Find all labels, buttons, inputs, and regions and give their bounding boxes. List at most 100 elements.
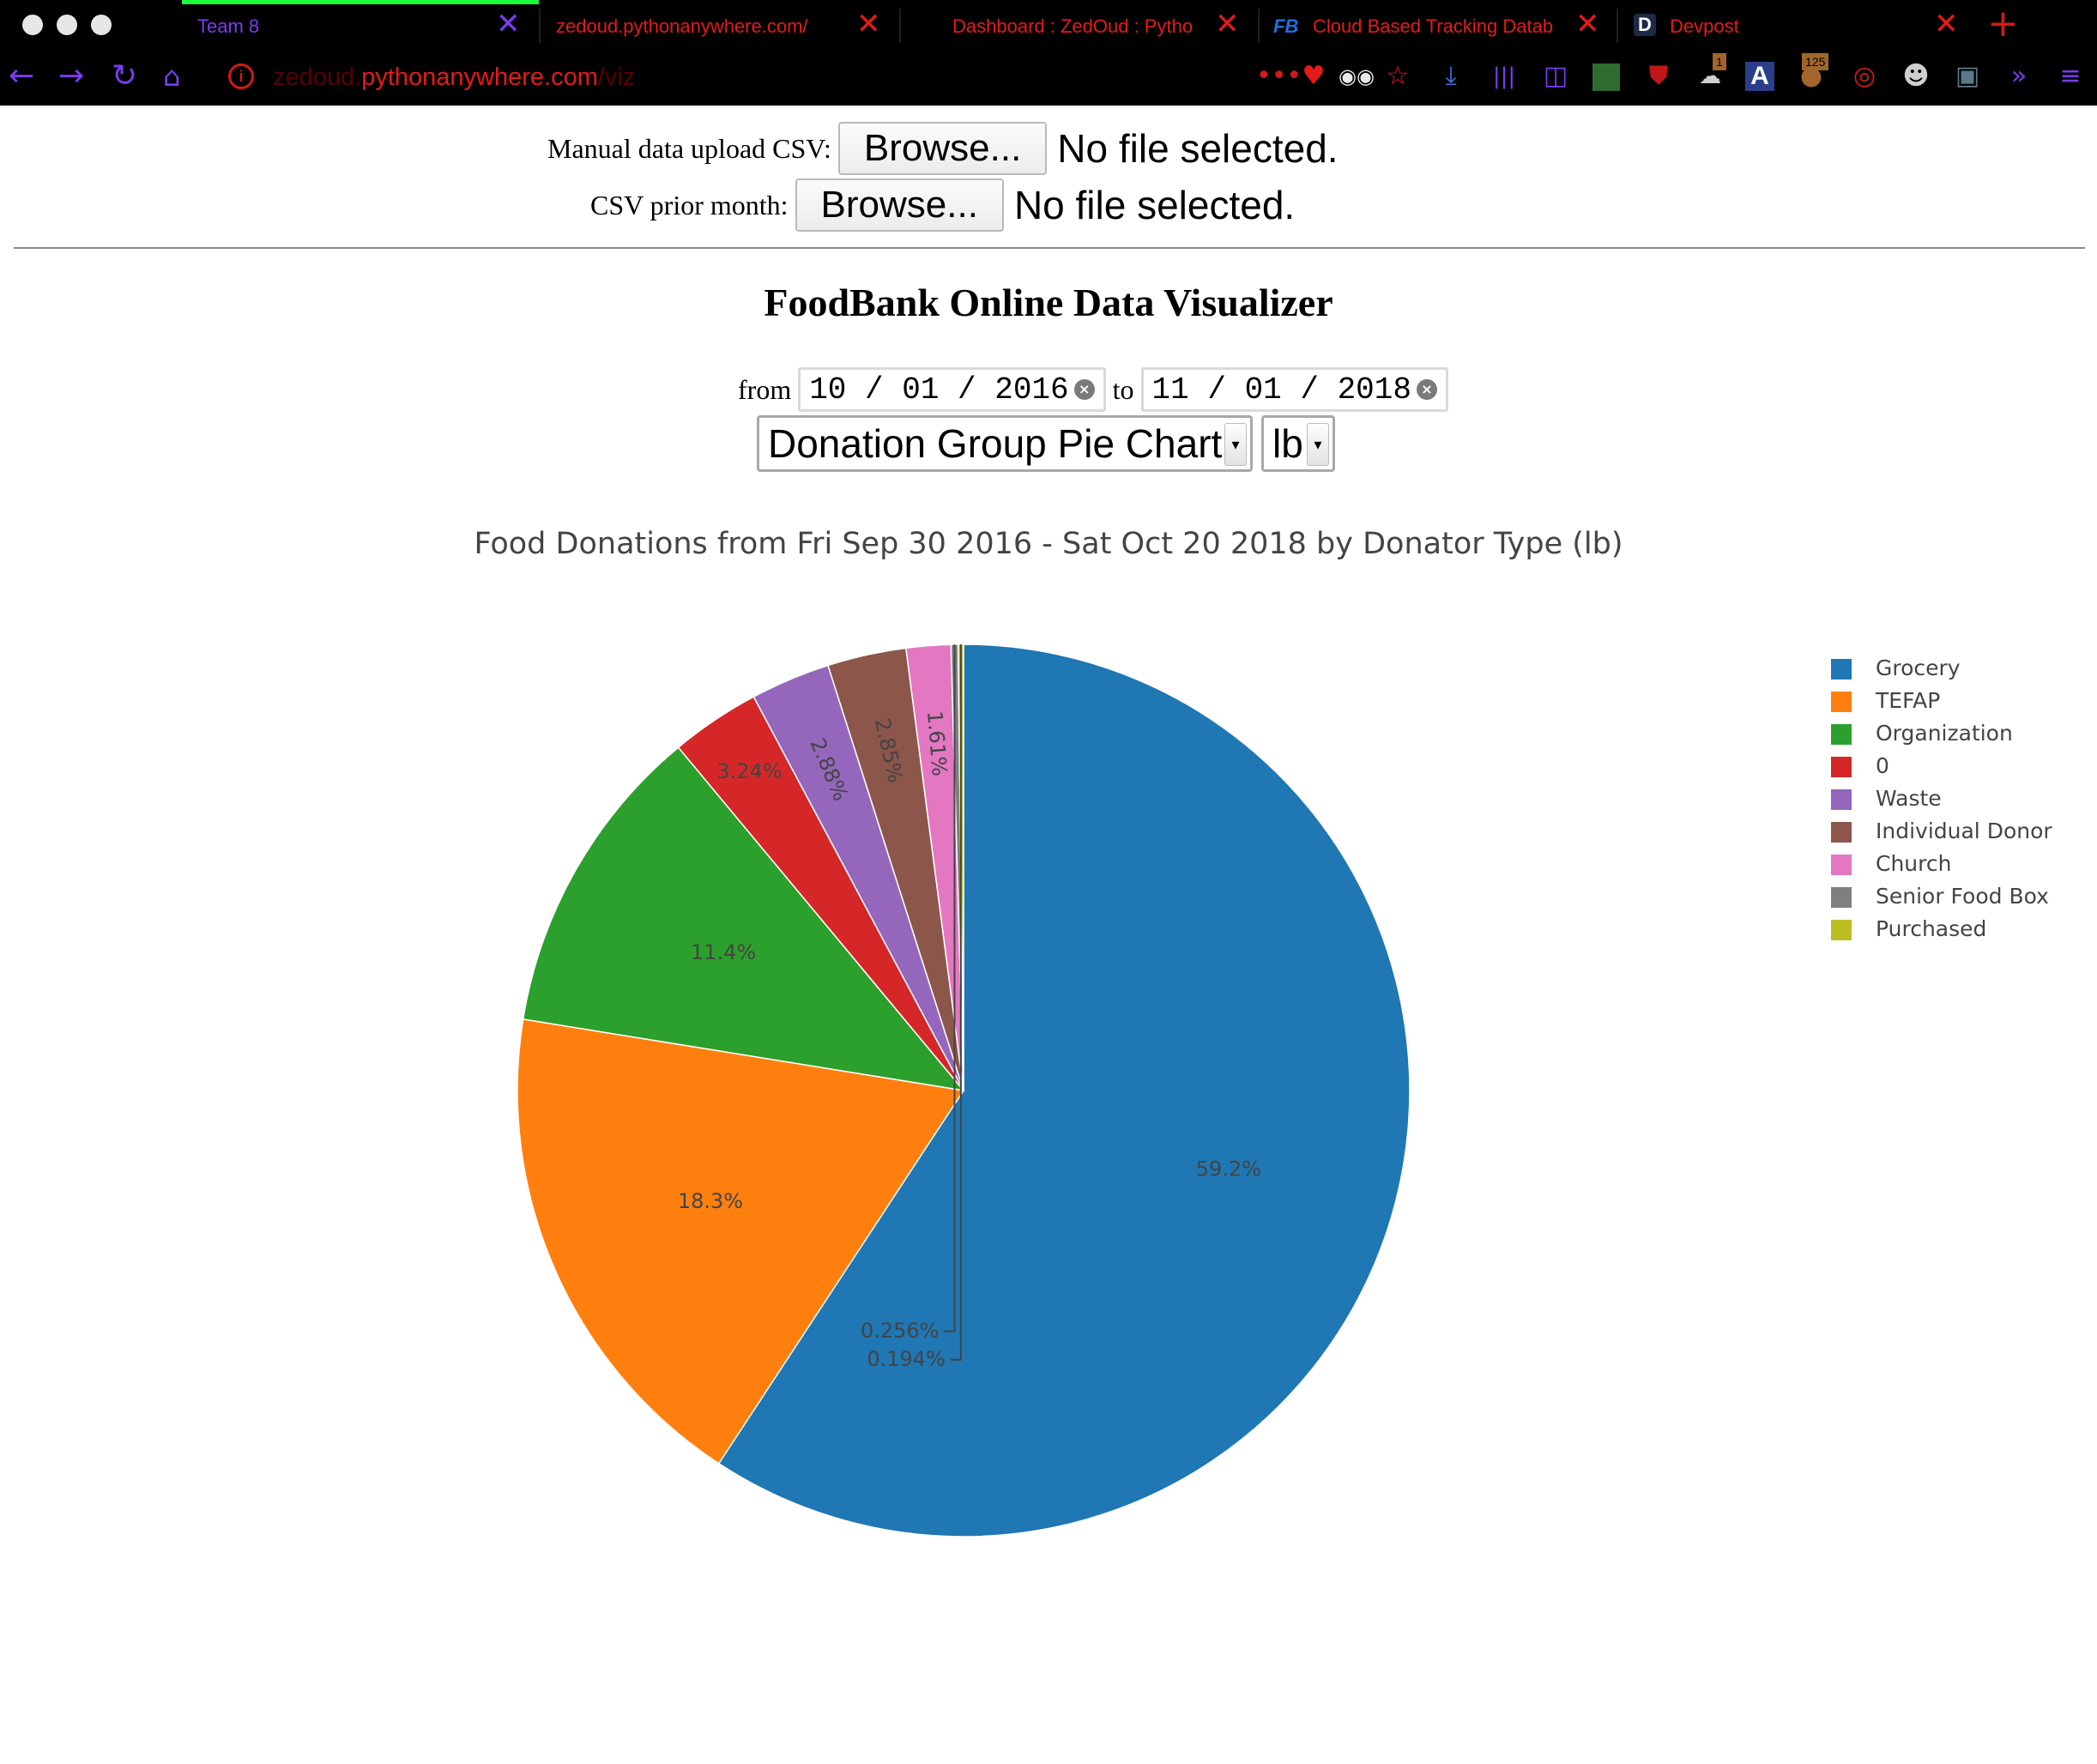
from-label: from bbox=[738, 373, 792, 405]
legend-item-tefap[interactable]: TEFAP bbox=[1875, 688, 1940, 713]
legend-swatch[interactable] bbox=[1831, 659, 1852, 680]
ublock-icon[interactable]: ⛊ bbox=[1648, 61, 1669, 91]
browser-chrome: Team 8 ✕ zedoud.pythonanywhere.com/ ✕ Da… bbox=[0, 0, 2097, 106]
manual-upload-row: Manual data upload CSV: Browse... No fil… bbox=[547, 122, 1339, 175]
tab-team-8[interactable]: Team 8 ✕ bbox=[182, 0, 539, 51]
from-date-input[interactable]: 10 / 01 / 2016 × bbox=[798, 367, 1106, 412]
prior-month-browse-button[interactable]: Browse... bbox=[795, 178, 1004, 232]
chart-type-select[interactable]: Donation Group Pie Chart ▾ bbox=[757, 415, 1253, 472]
legend-swatch[interactable] bbox=[1831, 822, 1852, 843]
close-window-button[interactable] bbox=[22, 15, 43, 35]
close-tab-icon[interactable]: ✕ bbox=[856, 7, 881, 41]
legend-item-organization[interactable]: Organization bbox=[1876, 721, 2013, 746]
menu-icon[interactable]: ≡ bbox=[2059, 61, 2082, 91]
chart-type-selected: Donation Group Pie Chart bbox=[768, 421, 1223, 466]
tab-title: Team 8 bbox=[197, 15, 260, 37]
minimize-window-button[interactable] bbox=[57, 15, 77, 35]
pie-slice-grocery[interactable] bbox=[717, 643, 1411, 1537]
fb-favicon-icon: FB bbox=[1273, 15, 1299, 37]
extension-green-icon[interactable] bbox=[1592, 63, 1620, 91]
url-prefix: zedoud. bbox=[273, 63, 362, 91]
forward-icon[interactable]: → bbox=[58, 58, 85, 94]
divider bbox=[14, 247, 2085, 249]
clear-from-date-icon[interactable]: × bbox=[1073, 379, 1095, 400]
legend-swatch[interactable] bbox=[1831, 920, 1852, 940]
pie-label-church: 1.61% bbox=[922, 710, 952, 776]
tab-separator bbox=[1258, 9, 1260, 43]
bookmark-star-icon[interactable]: ☆ bbox=[1386, 61, 1410, 91]
date-range: from 10 / 01 / 2016 × to 11 / 01 / 2018 … bbox=[731, 367, 1448, 412]
pocket-icon[interactable]: ♥ bbox=[1302, 61, 1326, 91]
extension-badge: 1 bbox=[1713, 53, 1726, 70]
pie-label-tefap: 18.3% bbox=[678, 1189, 743, 1213]
maximize-window-button[interactable] bbox=[91, 15, 112, 35]
address-bar[interactable]: zedoud.pythonanywhere.com/viz bbox=[273, 63, 635, 92]
pie-label-senior-food-box: 0.256% bbox=[861, 1319, 940, 1343]
unit-selected: lb bbox=[1272, 421, 1303, 466]
translate-a-icon[interactable]: A bbox=[1745, 62, 1774, 91]
legend-item-senior-food-box[interactable]: Senior Food Box bbox=[1876, 884, 2049, 909]
legend-swatch[interactable] bbox=[1831, 855, 1852, 875]
extension-mask-icon[interactable]: ☻ bbox=[1902, 61, 1930, 91]
legend-item-purchased[interactable]: Purchased bbox=[1876, 916, 1986, 941]
devpost-favicon-icon: D bbox=[1634, 14, 1656, 36]
tab-title: zedoud.pythonanywhere.com/ bbox=[556, 15, 808, 37]
page-title: FoodBank Online Data Visualizer bbox=[764, 281, 1333, 324]
close-tab-icon[interactable]: ✕ bbox=[1934, 7, 1959, 41]
extension-badge: 125 bbox=[1802, 53, 1829, 70]
chart-title: Food Donations from Fri Sep 30 2016 - Sa… bbox=[474, 527, 1623, 561]
save-page-icon[interactable]: ▣ bbox=[1955, 61, 1980, 91]
tab-separator bbox=[539, 9, 541, 43]
reload-icon[interactable]: ↻ bbox=[112, 58, 138, 94]
legend-item-grocery[interactable]: Grocery bbox=[1876, 655, 1961, 680]
back-icon[interactable]: ← bbox=[9, 58, 35, 94]
from-date-value: 10 / 01 / 2016 bbox=[809, 372, 1069, 408]
to-date-value: 11 / 01 / 2018 bbox=[1151, 372, 1411, 408]
close-tab-icon[interactable]: ✕ bbox=[496, 7, 521, 41]
home-icon[interactable]: ⌂ bbox=[163, 60, 181, 93]
pie-slice-tefap[interactable] bbox=[517, 1018, 965, 1465]
tab-title: Cloud Based Tracking Datab bbox=[1313, 15, 1554, 37]
tab-devpost[interactable]: D Devpost ✕ bbox=[1618, 0, 1975, 51]
pie-leader-line bbox=[950, 644, 962, 1361]
url-path: /viz bbox=[597, 63, 636, 91]
close-tab-icon[interactable]: ✕ bbox=[1575, 7, 1600, 41]
close-tab-icon[interactable]: ✕ bbox=[1215, 7, 1240, 41]
active-tab-indicator bbox=[182, 0, 539, 4]
sidebar-icon[interactable]: ◫ bbox=[1543, 61, 1568, 91]
legend-item-waste[interactable]: Waste bbox=[1876, 786, 1942, 811]
legend-swatch[interactable] bbox=[1831, 757, 1852, 777]
legend-item-individual-donor[interactable]: Individual Donor bbox=[1876, 819, 2052, 843]
pie-label-organization: 11.4% bbox=[691, 940, 756, 964]
library-icon[interactable]: ||| bbox=[1492, 63, 1516, 89]
overflow-chevron-icon[interactable]: » bbox=[2010, 61, 2028, 91]
legend-swatch[interactable] bbox=[1831, 789, 1852, 810]
unit-select[interactable]: lb ▾ bbox=[1261, 415, 1335, 472]
url-domain: pythonanywhere.com bbox=[361, 63, 598, 91]
tab-cloud-tracking[interactable]: FB Cloud Based Tracking Datab ✕ bbox=[1260, 0, 1617, 51]
legend-item-0[interactable]: 0 bbox=[1876, 753, 1889, 778]
new-tab-icon[interactable]: + bbox=[1987, 2, 2019, 45]
legend-item-church[interactable]: Church bbox=[1876, 851, 1951, 876]
tab-separator bbox=[899, 9, 901, 43]
site-info-icon[interactable]: i bbox=[228, 63, 254, 89]
tab-zedoud[interactable]: zedoud.pythonanywhere.com/ ✕ bbox=[541, 0, 899, 51]
to-label: to bbox=[1112, 373, 1134, 405]
pie-slice-organization[interactable] bbox=[522, 746, 965, 1092]
reader-glasses-icon[interactable]: ◉◉ bbox=[1339, 64, 1375, 88]
clear-to-date-icon[interactable]: × bbox=[1417, 379, 1437, 400]
pie-label-grocery: 59.2% bbox=[1196, 1157, 1261, 1181]
to-date-input[interactable]: 11 / 01 / 2018 × bbox=[1140, 367, 1448, 412]
manual-browse-button[interactable]: Browse... bbox=[837, 122, 1048, 175]
tab-dashboard[interactable]: Dashboard : ZedOud : Pytho ✕ bbox=[901, 0, 1258, 51]
downloads-icon[interactable]: ⤓ bbox=[1445, 61, 1457, 91]
legend-swatch[interactable] bbox=[1831, 724, 1852, 745]
legend-swatch[interactable] bbox=[1831, 692, 1852, 712]
legend-swatch[interactable] bbox=[1831, 887, 1852, 908]
manual-upload-label: Manual data upload CSV: bbox=[547, 132, 831, 164]
chevron-down-icon: ▾ bbox=[1224, 423, 1247, 466]
chevron-down-icon: ▾ bbox=[1307, 423, 1329, 466]
extension-ring-icon[interactable]: ◎ bbox=[1852, 61, 1876, 91]
pie-label-purchased: 0.194% bbox=[867, 1347, 946, 1371]
